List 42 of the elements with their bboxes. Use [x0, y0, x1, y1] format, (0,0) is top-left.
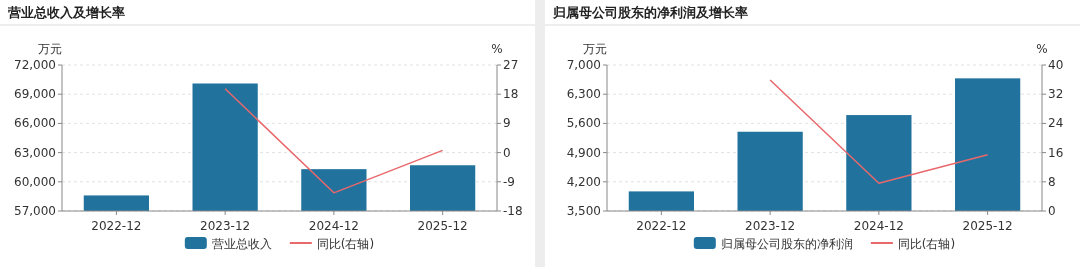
x-tick-label: 2025-12	[962, 219, 1013, 233]
y2-tick-label: 8	[1048, 174, 1056, 189]
legend-label: 同比(右轴)	[897, 236, 956, 251]
x-tick-label: 2022-12	[636, 219, 687, 233]
y2-axis-title: %	[1036, 42, 1048, 56]
chart-title: 归属母公司股东的净利润及增长率	[552, 5, 748, 20]
x-tick-label: 2023-12	[200, 219, 251, 233]
x-tick-label: 2023-12	[745, 219, 796, 233]
x-tick-label: 2022-12	[91, 219, 142, 233]
y-tick-label: 3,500	[566, 204, 601, 218]
y2-tick-label: 0	[503, 145, 511, 160]
y-tick-label: 4,200	[566, 174, 601, 189]
x-tick-label: 2025-12	[417, 219, 468, 233]
y-tick-label: 72,000	[14, 58, 56, 72]
y-axis-title: 万元	[38, 42, 62, 56]
y-tick-label: 66,000	[14, 116, 56, 131]
y2-tick-label: 27	[503, 58, 519, 72]
y2-axis-title: %	[491, 42, 503, 56]
x-tick-label: 2024-12	[853, 219, 904, 233]
y2-tick-label: 24	[1048, 116, 1064, 131]
legend-label: 归属母公司股东的净利润	[720, 236, 853, 251]
y2-tick-label: 9	[503, 116, 511, 131]
y2-tick-label: 16	[1048, 145, 1064, 160]
y-tick-label: 5,600	[566, 116, 601, 131]
y-tick-label: 60,000	[14, 174, 56, 189]
chart-title: 营业总收入及增长率	[7, 5, 125, 20]
legend-label: 营业总收入	[211, 236, 272, 251]
y-axis-title: 万元	[583, 42, 607, 56]
x-tick-label: 2024-12	[308, 219, 359, 233]
y2-tick-label: 0	[1048, 204, 1056, 218]
y-tick-label: 6,300	[566, 87, 601, 102]
y-tick-label: 7,000	[566, 58, 601, 72]
y-tick-label: 69,000	[14, 87, 56, 102]
y2-tick-label: 40	[1048, 58, 1064, 72]
y-tick-label: 57,000	[14, 204, 56, 218]
y-tick-label: 4,900	[566, 145, 601, 160]
y-tick-label: 63,000	[14, 145, 56, 160]
y2-tick-label: -9	[503, 174, 515, 189]
y2-tick-label: 18	[503, 87, 519, 102]
y2-tick-label: -18	[503, 204, 523, 218]
legend-label: 同比(右轴)	[316, 236, 375, 251]
y2-tick-label: 32	[1048, 87, 1064, 102]
